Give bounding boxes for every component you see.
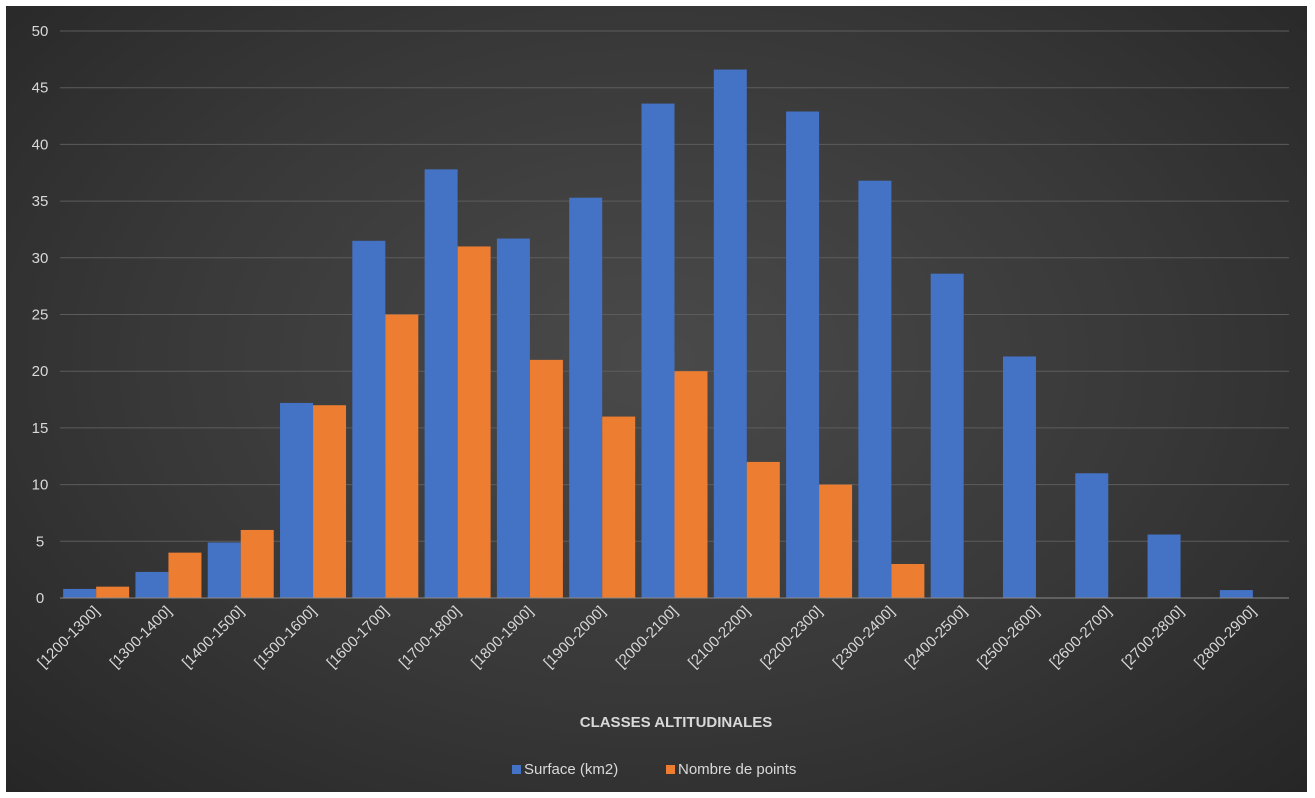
x-tick-label: [2100-2200] <box>685 603 754 672</box>
bar-points <box>891 563 925 598</box>
bar-points <box>168 552 202 598</box>
x-tick-label: [2200-2300] <box>757 603 826 672</box>
bar-surface <box>1075 473 1109 598</box>
x-tick-label: [1400-1500] <box>179 603 248 672</box>
x-tick-label: [2500-2600] <box>974 603 1043 672</box>
legend-item: Nombre de points <box>666 761 796 778</box>
bars <box>63 69 1253 599</box>
y-tick-label: 30 <box>32 250 49 267</box>
bar-surface <box>424 169 458 598</box>
bar-surface <box>786 111 820 598</box>
bar-surface <box>63 588 97 598</box>
y-tick-label: 0 <box>36 590 44 607</box>
bar-surface <box>858 180 892 599</box>
bar-surface <box>569 197 603 598</box>
bar-surface <box>135 571 169 598</box>
bar-points <box>674 371 708 598</box>
bar-points <box>457 246 491 598</box>
bar-points <box>529 359 563 598</box>
bar-surface <box>1147 534 1181 598</box>
x-tick-label: [1600-1700] <box>324 603 393 672</box>
x-tick-label: [1900-2000] <box>540 603 609 672</box>
x-tick-label: [2800-2900] <box>1191 603 1260 672</box>
chart-area: 0 5 10 15 20 25 30 35 40 45 50 [1200-1300] [1300-14… <box>6 6 1307 792</box>
bar-points <box>96 586 130 598</box>
bar-surface <box>1002 356 1036 598</box>
x-tick-label: [1700-1800] <box>396 603 465 672</box>
bar-surface <box>713 69 747 598</box>
x-tick-label: [1800-1900] <box>468 603 537 672</box>
bar-chart: 0 5 10 15 20 25 30 35 40 45 50 [1200-1300] [1300-14… <box>32 23 1289 778</box>
x-tick-label: [1300-1400] <box>107 603 176 672</box>
legend-label: Surface (km2) <box>524 761 618 778</box>
legend-swatch <box>666 765 675 774</box>
x-tick-label: [1500-1600] <box>251 603 320 672</box>
y-tick-label: 50 <box>32 23 49 40</box>
x-tick-label: [2400-2500] <box>902 603 971 672</box>
bar-surface <box>641 103 675 599</box>
bar-points <box>313 405 347 598</box>
y-axis-tick-labels: 0 5 10 15 20 25 30 35 40 45 50 <box>32 23 49 607</box>
bar-surface <box>280 402 314 598</box>
legend-item: Surface (km2) <box>512 761 618 778</box>
x-tick-label: [2300-2400] <box>830 603 899 672</box>
x-tick-label: [2700-2800] <box>1119 603 1188 672</box>
bar-surface <box>930 273 964 598</box>
x-axis-title: CLASSES ALTITUDINALES <box>580 714 773 731</box>
x-axis-tick-labels: [1200-1300] [1300-1400] [1400-1500] [1500-1… <box>34 603 1259 672</box>
bar-surface <box>1219 590 1253 598</box>
x-tick-label: [2000-2100] <box>613 603 682 672</box>
bar-points <box>602 416 636 598</box>
bar-surface <box>352 240 386 599</box>
legend: Surface (km2) Nombre de points <box>512 761 796 778</box>
y-tick-label: 45 <box>32 80 49 97</box>
bar-surface <box>496 238 530 598</box>
bar-surface <box>207 542 241 598</box>
legend-swatch <box>512 765 521 774</box>
y-tick-label: 20 <box>32 363 49 380</box>
y-tick-label: 15 <box>32 420 49 437</box>
y-tick-label: 25 <box>32 307 49 324</box>
bar-points <box>240 529 274 598</box>
x-tick-label: [1200-1300] <box>34 603 103 672</box>
bar-points <box>819 484 853 598</box>
y-tick-label: 10 <box>32 477 49 494</box>
bar-points <box>385 314 419 598</box>
y-tick-label: 40 <box>32 136 49 153</box>
y-tick-label: 5 <box>36 533 44 550</box>
legend-label: Nombre de points <box>678 761 796 778</box>
bar-points <box>746 461 780 598</box>
y-tick-label: 35 <box>32 193 49 210</box>
x-tick-label: [2600-2700] <box>1046 603 1115 672</box>
